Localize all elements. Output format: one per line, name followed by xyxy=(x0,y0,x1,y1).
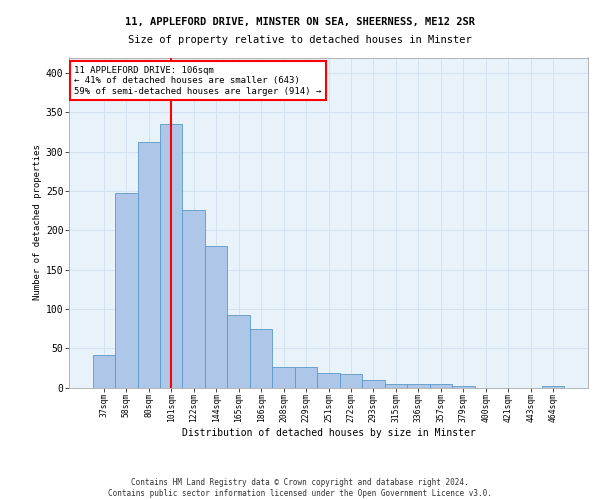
Bar xyxy=(250,330,272,388)
Text: Contains HM Land Registry data © Crown copyright and database right 2024.
Contai: Contains HM Land Registry data © Crown c… xyxy=(108,478,492,498)
Bar xyxy=(452,386,475,388)
Text: 11 APPLEFORD DRIVE: 106sqm
← 41% of detached houses are smaller (643)
59% of sem: 11 APPLEFORD DRIVE: 106sqm ← 41% of deta… xyxy=(74,66,322,96)
Bar xyxy=(430,384,452,388)
Bar xyxy=(542,386,565,388)
Bar xyxy=(272,367,295,388)
Bar xyxy=(295,367,317,388)
Y-axis label: Number of detached properties: Number of detached properties xyxy=(32,144,41,300)
Bar xyxy=(340,374,362,388)
Bar xyxy=(407,384,430,388)
Bar xyxy=(205,246,227,388)
Bar xyxy=(385,384,407,388)
Bar xyxy=(92,354,115,388)
Bar xyxy=(227,315,250,388)
Bar xyxy=(362,380,385,388)
X-axis label: Distribution of detached houses by size in Minster: Distribution of detached houses by size … xyxy=(182,428,475,438)
Bar xyxy=(182,210,205,388)
Bar xyxy=(160,124,182,388)
Text: 11, APPLEFORD DRIVE, MINSTER ON SEA, SHEERNESS, ME12 2SR: 11, APPLEFORD DRIVE, MINSTER ON SEA, SHE… xyxy=(125,18,475,28)
Bar xyxy=(317,374,340,388)
Bar xyxy=(137,142,160,388)
Text: Size of property relative to detached houses in Minster: Size of property relative to detached ho… xyxy=(128,35,472,45)
Bar xyxy=(115,194,137,388)
